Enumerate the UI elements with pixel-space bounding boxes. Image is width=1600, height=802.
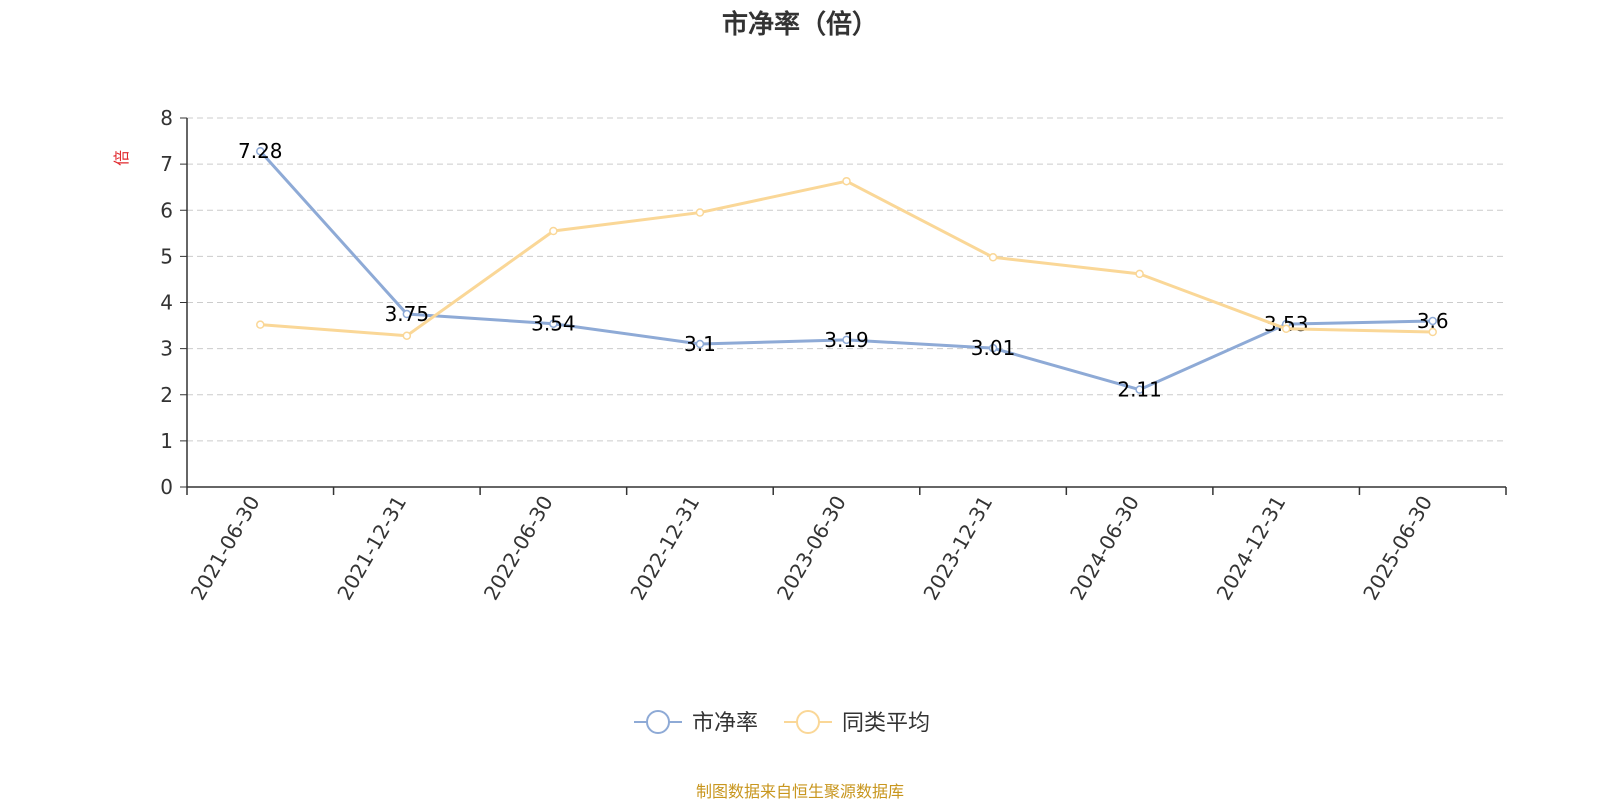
data-label: 3.54 [531, 312, 576, 336]
y-tick-label: 1 [160, 429, 173, 453]
legend-label: 同类平均 [842, 711, 930, 736]
data-point-2 [1281, 324, 1291, 334]
y-tick-label: 0 [160, 475, 173, 499]
data-point-1 [256, 146, 265, 156]
y-tick-label: 4 [160, 291, 173, 315]
data-label: 7.28 [238, 139, 283, 163]
data-label: 3.1 [684, 332, 716, 356]
x-tick-label: 2023-06-30 [772, 492, 851, 605]
data-point-2 [988, 253, 998, 262]
data-point-1 [1135, 385, 1144, 394]
data-point-1 [988, 343, 998, 353]
x-tick-label: 2024-06-30 [1065, 492, 1144, 605]
data-label: 3.01 [971, 336, 1016, 360]
data-label: 3.19 [824, 328, 869, 352]
y-tick-label: 3 [160, 337, 173, 361]
y-tick-label: 2 [160, 383, 173, 407]
x-tick-label: 2022-12-31 [625, 492, 704, 605]
source-note: 制图数据来自恒生聚源数据库 [695, 782, 904, 801]
data-point-2 [256, 320, 265, 329]
data-point-2 [1428, 327, 1437, 337]
legend-marker [796, 710, 820, 734]
data-point-2 [549, 226, 558, 236]
x-tick-label: 2021-06-30 [186, 492, 265, 605]
y-tick-label: 7 [160, 152, 173, 176]
data-point-1 [549, 319, 558, 328]
chart-title: 市净率（倍） [721, 10, 878, 40]
legend-marker [646, 710, 670, 734]
legend-label: 市净率 [692, 711, 758, 736]
x-tick-label: 2025-06-30 [1358, 492, 1437, 605]
series-line-2 [260, 179, 1433, 338]
data-point-2 [695, 208, 705, 217]
data-point-1 [842, 335, 851, 345]
y-axis-unit: 倍 [112, 150, 131, 166]
data-point-2 [1135, 269, 1144, 279]
x-tick-label: 2023-12-31 [918, 492, 997, 605]
data-point-1 [695, 339, 705, 349]
y-tick-label: 6 [160, 198, 173, 222]
data-point-2 [402, 331, 412, 340]
series-line-1 [259, 150, 1433, 392]
y-tick-label: 8 [160, 106, 173, 130]
x-tick-label: 2021-12-31 [332, 492, 411, 605]
x-tick-label: 2022-06-30 [479, 492, 558, 605]
data-label: 2.11 [1117, 378, 1162, 402]
x-tick-label: 2024-12-31 [1212, 492, 1291, 605]
y-tick-label: 5 [160, 244, 173, 268]
data-point-1 [1428, 316, 1437, 326]
data-label: 3.75 [385, 302, 430, 326]
data-point-1 [402, 309, 412, 319]
data-point-2 [842, 176, 851, 186]
